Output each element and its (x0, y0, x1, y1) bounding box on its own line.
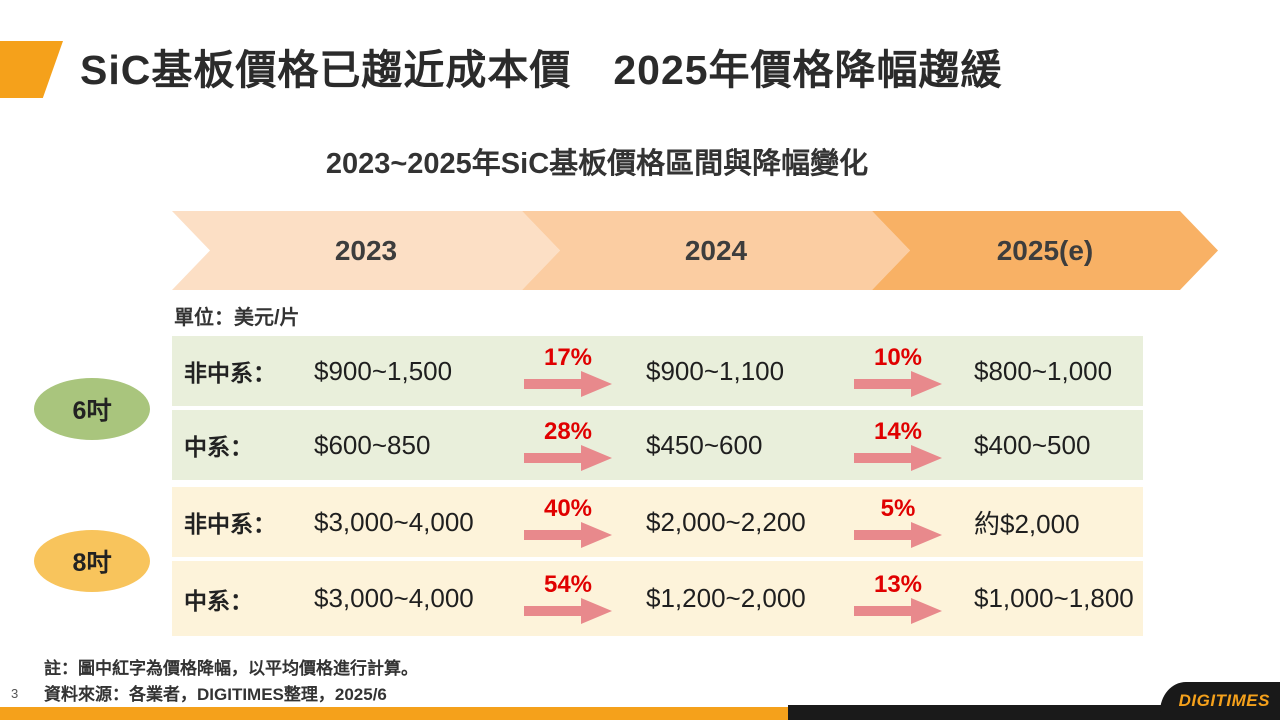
decline-arrow-icon (854, 444, 942, 471)
price-2025: $800~1,000 (974, 355, 1113, 386)
decline-percent: 5% (880, 494, 916, 522)
bottom-bar-orange (0, 707, 788, 720)
decline-percent: 14% (873, 417, 923, 445)
decline-percent: 17% (543, 343, 593, 371)
decline-percent: 40% (543, 494, 593, 522)
wafer-size-label: 8吋 (72, 549, 112, 577)
decline-arrow-icon (524, 444, 612, 471)
digitimes-logo: DIGITIMES (1160, 682, 1280, 720)
price-2023: $600~850 (314, 429, 431, 460)
category-label: 中系： (184, 587, 253, 614)
decline-percent: 10% (873, 343, 923, 371)
price-2025: 約$2,000 (974, 508, 1080, 539)
decline-percent: 13% (873, 571, 923, 598)
category-label: 非中系： (184, 511, 276, 537)
price-2024: $900~1,100 (646, 355, 785, 386)
price-table: 非中系： $900~1,500 17% $900~1,100 10% $800~… (172, 336, 1143, 636)
price-2023: $3,000~4,000 (314, 506, 474, 537)
year-label-2023: 2023 (334, 234, 398, 266)
bottom-bar-black (788, 705, 1280, 720)
decline-cell: 17% (502, 343, 634, 397)
decline-cell: 14% (834, 417, 962, 471)
decline-cell: 28% (502, 417, 634, 471)
table-row-8inch-china: 中系： $3,000~4,000 54% $1,200~2,000 13% $1… (172, 561, 1143, 636)
decline-cell: 54% (502, 573, 634, 624)
price-2023: $3,000~4,000 (314, 583, 474, 613)
table-row-8inch-nonchina: 非中系： $3,000~4,000 40% $2,000~2,200 5% 約$… (172, 487, 1143, 557)
decline-arrow-icon (524, 521, 612, 548)
page-number: 3 (11, 686, 19, 701)
year-chevron-2024: 2024 (522, 211, 910, 290)
price-2025: $400~500 (974, 429, 1091, 460)
wafer-size-badge-8inch: 8吋 (34, 530, 150, 592)
year-label-2024: 2024 (684, 234, 748, 266)
title-accent-shape (0, 41, 63, 98)
decline-arrow-icon (854, 370, 942, 397)
category-label: 中系： (184, 434, 253, 460)
decline-arrow-icon (524, 370, 612, 397)
decline-arrow-icon (854, 598, 942, 624)
decline-arrow-icon (524, 598, 612, 624)
wafer-size-badge-6inch: 6吋 (34, 378, 150, 440)
decline-arrow-icon (854, 521, 942, 548)
price-2023: $900~1,500 (314, 355, 453, 386)
decline-cell: 40% (502, 494, 634, 548)
table-row-6inch-china: 中系： $600~850 28% $450~600 14% $400~500 (172, 410, 1143, 480)
decline-cell: 13% (834, 573, 962, 624)
unit-label: 單位：美元/片 (174, 307, 300, 329)
price-2024: $450~600 (646, 429, 763, 460)
decline-percent: 28% (543, 417, 593, 445)
page-title: SiC基板價格已趨近成本價 2025年價格降幅趨緩 (80, 47, 1003, 93)
source-note: 資料來源：各業者，DIGITIMES整理，2025/6 (44, 685, 387, 704)
chart-title: 2023~2025年SiC基板價格區間與降幅變化 (325, 148, 869, 180)
wafer-size-label: 6吋 (72, 397, 112, 425)
table-row-6inch-nonchina: 非中系： $900~1,500 17% $900~1,100 10% $800~… (172, 336, 1143, 406)
price-2024: $2,000~2,200 (646, 506, 806, 537)
year-label-2025: 2025(e) (996, 234, 1094, 266)
digitimes-logo-text: DIGITIMES (1178, 691, 1270, 710)
decline-cell: 10% (834, 343, 962, 397)
price-2025: $1,000~1,800 (974, 583, 1134, 613)
footnote: 註：圖中紅字為價格降幅，以平均價格進行計算。 (44, 659, 418, 678)
price-2024: $1,200~2,000 (646, 583, 806, 613)
decline-cell: 5% (834, 494, 962, 548)
year-chevron-2023: 2023 (172, 211, 560, 290)
year-chevron-2025: 2025(e) (872, 211, 1218, 290)
decline-percent: 54% (543, 571, 593, 598)
category-label: 非中系： (184, 360, 276, 386)
